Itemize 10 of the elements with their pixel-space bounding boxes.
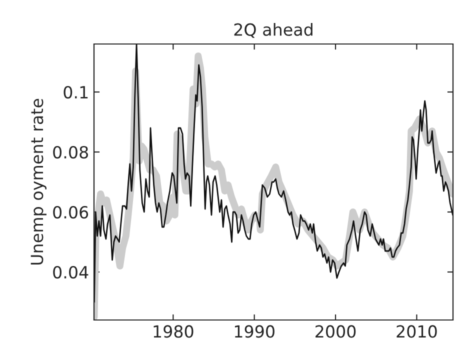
x-tick-label: 2000 <box>316 325 356 338</box>
y-tick-label: 0.04 <box>53 266 88 279</box>
x-tick-label: 1990 <box>234 325 274 338</box>
chart-title: 2Q ahead <box>234 23 312 38</box>
y-tick-label: 0.08 <box>53 146 88 159</box>
y-axis-title: Unemp oyment rate <box>30 98 46 265</box>
y-tick-label: 0.06 <box>53 206 88 219</box>
x-tick-label: 2010 <box>396 325 437 338</box>
x-tick-label: 1980 <box>154 325 194 338</box>
y-tick-label: 0.1 <box>64 86 88 99</box>
